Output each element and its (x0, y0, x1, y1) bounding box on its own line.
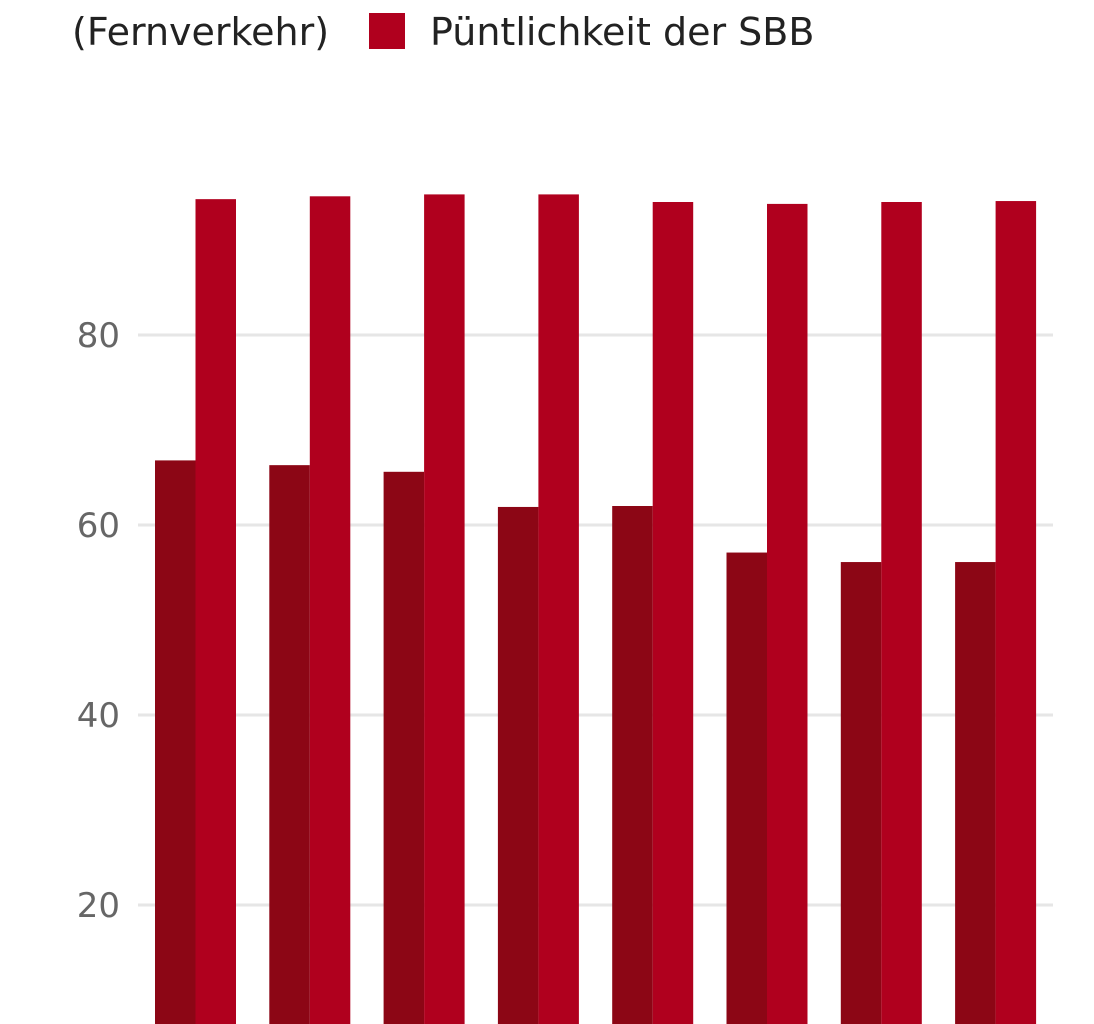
y-tick-label: 80 (77, 316, 120, 356)
bar-series-1 (497, 506, 539, 1024)
legend-swatch-series-2 (369, 13, 405, 49)
bar-series-2 (195, 199, 236, 1024)
bar-series-1 (155, 460, 196, 1024)
bar-series-2 (538, 194, 579, 1024)
bar-series-1 (840, 562, 882, 1024)
y-axis-ticks: 20 40 60 80 (77, 316, 120, 926)
bar-series-2 (995, 201, 1037, 1024)
bars (155, 194, 1037, 1024)
legend-label-series-2: Püntlichkeit der SBB (430, 10, 814, 54)
bar-series-1 (269, 465, 310, 1024)
bar-series-2 (767, 203, 808, 1024)
y-tick-label: 40 (77, 696, 120, 736)
bar-series-1 (726, 552, 767, 1024)
bar-series-2 (424, 194, 465, 1024)
bar-series-1 (383, 471, 425, 1024)
y-tick-label: 60 (77, 506, 120, 546)
legend-label-series-1: (Fernverkehr) (72, 10, 329, 54)
bar-series-2 (652, 202, 694, 1024)
bar-series-2 (309, 196, 351, 1024)
bar-series-2 (881, 202, 922, 1024)
bar-series-1 (612, 506, 653, 1024)
legend: (Fernverkehr) Püntlichkeit der SBB (72, 10, 814, 54)
bar-series-1 (955, 562, 996, 1024)
y-tick-label: 20 (77, 886, 120, 926)
